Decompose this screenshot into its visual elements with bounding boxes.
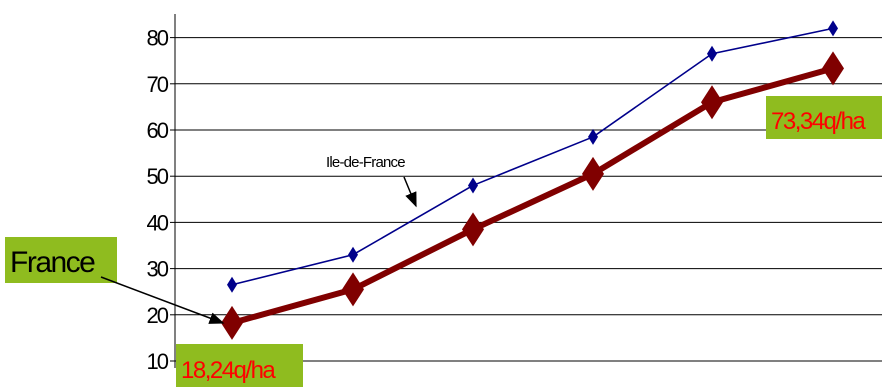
series-line-ile-de-france (231, 27, 834, 286)
end-value-box (766, 96, 882, 139)
data-point-france-3 (462, 212, 484, 247)
start-value-label: 18,24q/ha (181, 357, 276, 384)
france-label-box (5, 237, 117, 283)
start-value-box (176, 344, 303, 387)
y-tick-label-20: 20 (147, 303, 169, 328)
idf-annotation: Ile-de-France (326, 154, 405, 171)
y-tick-label-40: 40 (147, 210, 169, 235)
end-value-label: 73,34q/ha (771, 108, 866, 135)
y-axis-ticks: 10 20 30 40 50 60 70 80 (147, 26, 175, 374)
y-tick-label-10: 10 (147, 349, 169, 374)
y-tick-label-80: 80 (147, 26, 169, 51)
data-point-ile-de-france-1 (227, 276, 237, 293)
data-point-france-2 (342, 272, 364, 307)
data-point-ile-de-france-5 (707, 45, 717, 62)
data-point-france-5 (701, 85, 723, 120)
data-point-france-4 (582, 156, 604, 191)
data-point-ile-de-france-4 (588, 128, 598, 145)
data-point-france-1 (221, 305, 243, 340)
y-tick-label-30: 30 (147, 257, 169, 282)
data-point-ile-de-france-3 (468, 177, 478, 194)
y-tick-label-50: 50 (147, 164, 169, 189)
france-label: France (10, 246, 95, 279)
france-annotation-arrow (100, 276, 225, 324)
y-tick-label-60: 60 (147, 118, 169, 143)
grid-lines (175, 37, 882, 362)
y-tick-label-70: 70 (147, 72, 169, 97)
data-point-france-6 (822, 51, 844, 86)
data-point-ile-de-france-2 (348, 246, 358, 263)
data-point-ile-de-france-6 (828, 20, 838, 37)
idf-annotation-arrow (403, 176, 417, 208)
series-line-france (231, 65, 834, 326)
series-layer (221, 20, 844, 340)
